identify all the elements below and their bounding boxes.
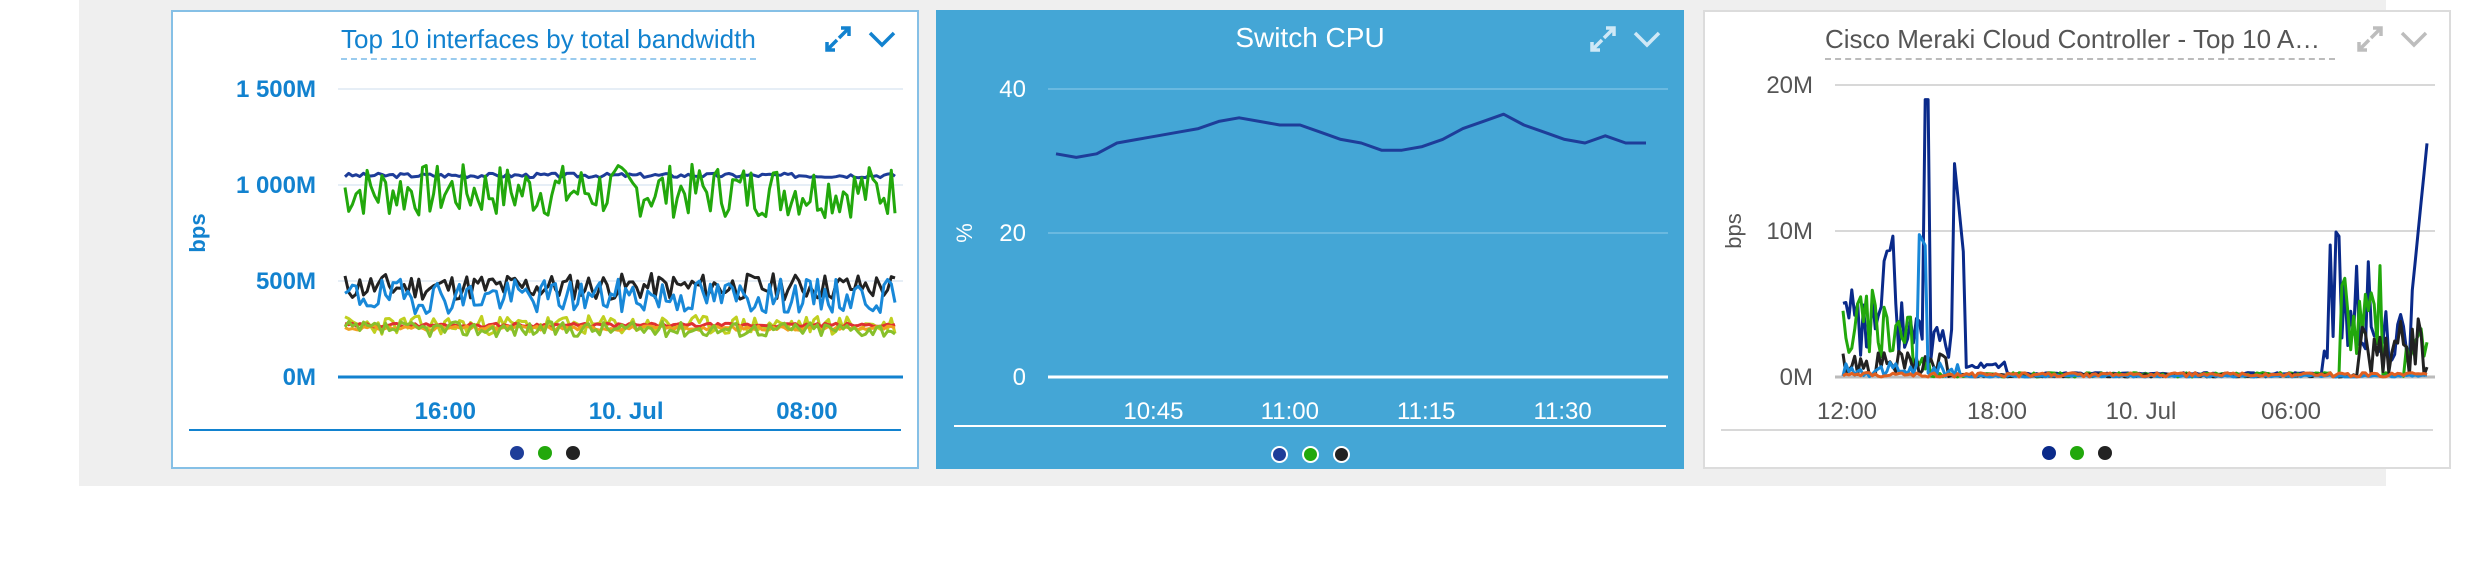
series-line [344,324,896,332]
y-tick-label: 0M [1780,364,1813,391]
y-tick-label: 20 [999,220,1026,247]
plot-area: 0M 500M 1 000M 1 500M 16:00 10. Jul 08:00 bps [185,76,903,425]
x-tick-label: 08:00 [776,398,837,425]
legend-dot[interactable] [2070,446,2084,460]
expand-icon[interactable] [2353,22,2387,56]
x-tick-label: 10. Jul [2106,398,2177,425]
bandwidth-chart: 0M 500M 1 000M 1 500M 16:00 10. Jul 08:00 bps [185,76,903,425]
legend-dot[interactable] [2042,446,2056,460]
legend-pager [938,446,1682,463]
footer-divider [954,425,1666,427]
footer-divider [189,429,901,431]
y-axis-label: bps [1721,213,1746,248]
widget-title[interactable]: Switch CPU [1235,22,1385,53]
legend-dot[interactable] [2098,446,2112,460]
chevron-down-icon[interactable] [1630,22,1664,56]
meraki-chart: 0M 10M 20M 12:00 18:00 10. Jul 06:00 bps [1721,72,2435,425]
widget-meraki-ap: Cisco Meraki Cloud Controller - Top 10 A… [1703,10,2451,469]
legend-dot[interactable] [1332,446,1350,463]
y-tick-label: 500M [256,268,316,295]
x-tick-label: 10:45 [1123,398,1183,425]
y-axis-label: % [952,223,977,243]
widget-title[interactable]: Cisco Meraki Cloud Controller - Top 10 A… [1825,24,2335,60]
series-line [1055,112,1646,159]
legend-dot[interactable] [566,446,580,460]
y-tick-label: 1 000M [236,172,316,199]
x-tick-label: 11:15 [1397,398,1455,425]
x-tick-label: 12:00 [1817,398,1877,425]
expand-icon[interactable] [1586,22,1620,56]
series-line [344,277,897,316]
x-tick-label: 18:00 [1967,398,2027,425]
x-tick-label: 16:00 [415,398,476,425]
footer-divider [1721,429,2433,431]
chevron-down-icon[interactable] [2397,22,2431,56]
y-axis-label: bps [185,213,210,252]
plot-area: 0 20 40 10:45 11:00 11:15 11:30% [952,76,1668,425]
series-line [343,319,896,339]
x-tick-label: 11:00 [1261,398,1319,425]
y-tick-label: 20M [1766,72,1813,99]
y-tick-label: 1 500M [236,76,316,103]
dashboard-area: Top 10 interfaces by total bandwidth 0M 5… [79,0,2451,486]
expand-icon[interactable] [821,22,855,56]
legend-dot[interactable] [510,446,524,460]
x-tick-label: 11:30 [1533,398,1591,425]
legend-dot[interactable] [1301,446,1319,463]
y-tick-label: 40 [999,76,1026,103]
legend-pager [173,446,917,460]
series-line [343,162,897,220]
series-line [1841,233,2428,379]
chevron-down-icon[interactable] [865,22,899,56]
legend-dot[interactable] [538,446,552,460]
widget-title[interactable]: Top 10 interfaces by total bandwidth [341,24,756,60]
legend-pager [1705,446,2449,460]
x-tick-label: 06:00 [2261,398,2321,425]
y-tick-label: 0 [1013,364,1026,391]
y-tick-label: 0M [283,364,316,391]
y-tick-label: 10M [1766,218,1813,245]
widget-top-interfaces: Top 10 interfaces by total bandwidth 0M 5… [171,10,919,469]
legend-dot[interactable] [1270,446,1288,463]
series-line [1842,371,2428,379]
widget-switch-cpu: Switch CPU 0 20 40 10:45 11:00 11:15 11:30% [936,10,1684,469]
cpu-chart: 0 20 40 10:45 11:00 11:15 11:30% [952,76,1668,425]
plot-area: 0M 10M 20M 12:00 18:00 10. Jul 06:00 bps [1721,72,2435,425]
x-tick-label: 10. Jul [589,398,664,425]
